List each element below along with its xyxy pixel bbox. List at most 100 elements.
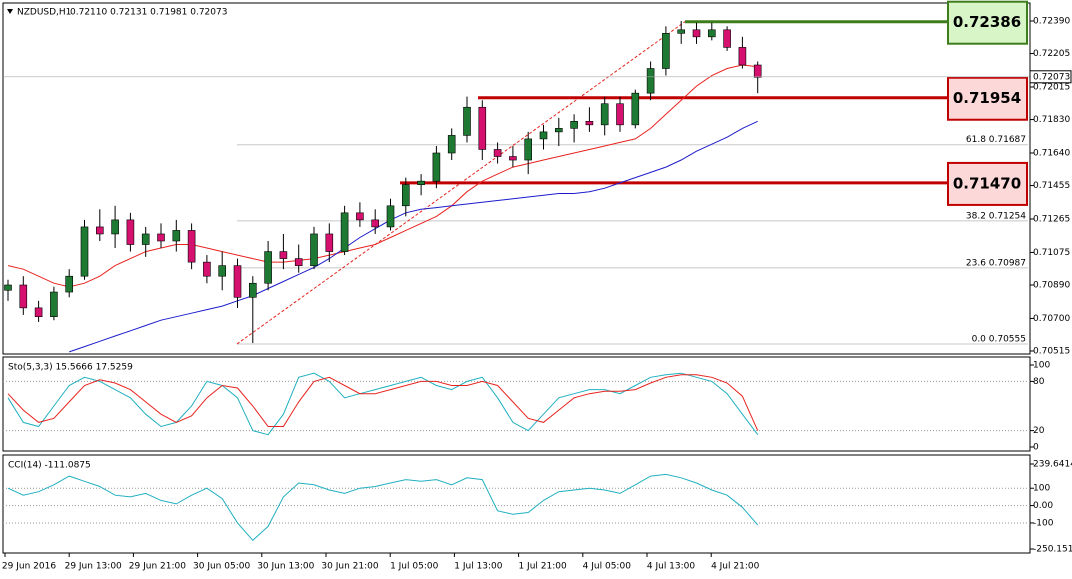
- fib-label: 38.2 0.71254: [966, 211, 1026, 221]
- x-tick-label: 4 Jul 05:00: [583, 562, 632, 572]
- candle-body: [19, 284, 28, 309]
- moving-average: [69, 120, 758, 353]
- y-tick-label: 0.70700: [1033, 314, 1070, 324]
- y-tick-label: 0.70890: [1033, 281, 1070, 291]
- level-box: [947, 76, 1028, 121]
- candle-body: [723, 29, 731, 48]
- y-tick-label: 0.72205: [1033, 49, 1070, 59]
- fib-label: 61.8 0.71687: [966, 135, 1026, 145]
- current-price-label: 0.72073: [1033, 72, 1070, 82]
- y-tick-label: 0.71455: [1033, 181, 1070, 191]
- x-tick-label: 29 Jun 13:00: [65, 562, 122, 572]
- y-tick-label: -100: [1033, 518, 1054, 528]
- collapse-arrow: [7, 9, 13, 14]
- candle-body: [463, 106, 471, 136]
- candle-body: [417, 180, 425, 185]
- stoch-panel: [2, 356, 1031, 452]
- candle-body: [279, 251, 288, 259]
- candle-body: [753, 64, 762, 78]
- candle-body: [539, 131, 548, 140]
- y-tick-label: 0.72015: [1033, 83, 1070, 93]
- candle-body: [172, 230, 181, 242]
- header-values: 0.72110 0.72131 0.71981 0.72073: [70, 8, 227, 18]
- candle-body: [662, 33, 670, 69]
- current-price-tag: [1029, 70, 1072, 84]
- x-tick-label: 29 Jun 21:00: [129, 562, 186, 572]
- y-tick-label: 0.00: [1033, 501, 1053, 511]
- candle-body: [386, 205, 395, 228]
- candle-body: [585, 121, 594, 126]
- candle-body: [264, 251, 272, 284]
- x-tick-label: 29 Jun 2016: [2, 562, 56, 572]
- x-tick-label: 1 Jul 21:00: [518, 562, 567, 572]
- candle-body: [126, 219, 135, 245]
- x-tick-label: 30 Jun 21:00: [321, 562, 378, 572]
- candle-body: [646, 68, 655, 94]
- candle-body: [157, 233, 165, 242]
- candle-body: [401, 184, 410, 207]
- candle-body: [616, 103, 624, 126]
- x-tick-label: 1 Jul 05:00: [390, 562, 439, 572]
- candle-body: [478, 106, 487, 150]
- candle-body: [80, 226, 89, 277]
- candle-body: [631, 92, 640, 126]
- candle-body: [509, 156, 517, 161]
- indicator-line: [7, 372, 759, 436]
- y-tick-label: 0.72390: [1033, 17, 1070, 27]
- x-tick-label: 4 Jul 21:00: [711, 562, 760, 572]
- candle-body: [554, 128, 563, 133]
- symbol-title: NZDUSD,H1: [17, 8, 71, 18]
- indicator-line: [7, 473, 759, 542]
- fib-label: 0.0 0.70555: [972, 334, 1026, 344]
- indicator-line: [7, 374, 759, 431]
- candle-body: [187, 230, 196, 263]
- candle-body: [34, 307, 43, 317]
- y-tick-label: 0.71830: [1033, 115, 1070, 125]
- candle-body: [218, 265, 226, 277]
- cci-panel: [2, 454, 1031, 554]
- candle-body: [4, 284, 12, 291]
- x-tick-label: 30 Jun 05:00: [193, 562, 250, 572]
- y-tick-label: 0.71640: [1033, 149, 1070, 159]
- candle-body: [692, 29, 701, 38]
- level-label: 0.72386: [953, 13, 1021, 31]
- candle-body: [340, 212, 349, 252]
- candle-body: [600, 103, 609, 126]
- moving-average: [7, 64, 758, 288]
- level-box: [947, 0, 1028, 45]
- y-tick-label: 80: [1033, 377, 1045, 387]
- candle-body: [203, 261, 211, 277]
- y-tick-label: 0.71075: [1033, 248, 1070, 258]
- candle-body: [325, 233, 334, 252]
- candle-body: [111, 219, 119, 235]
- candle-body: [432, 152, 441, 182]
- x-tick-label: 4 Jul 13:00: [647, 562, 696, 572]
- candle-body: [233, 265, 242, 298]
- candle-body: [371, 219, 380, 228]
- y-tick-label: 20: [1033, 426, 1045, 436]
- candle-body: [356, 212, 364, 221]
- cci-title: CCI(14) -111.0875: [8, 461, 91, 471]
- candle-body: [707, 29, 716, 38]
- y-tick-label: -250.1519: [1033, 545, 1072, 555]
- fib-label: 23.6 0.70987: [966, 258, 1026, 268]
- candle-body: [65, 275, 73, 293]
- candle-body: [50, 291, 58, 317]
- candle-body: [141, 233, 150, 245]
- candle-body: [294, 258, 303, 266]
- y-tick-label: 100: [1033, 484, 1050, 494]
- y-tick-label: 0: [1033, 443, 1039, 453]
- y-tick-label: 239.6414: [1033, 460, 1072, 470]
- candle-body: [493, 149, 502, 157]
- candle-body: [96, 226, 104, 235]
- level-label: 0.71470: [953, 174, 1021, 192]
- stoch-title: Sto(5,3,3) 15.5666 17.5259: [8, 363, 133, 373]
- level-box: [947, 161, 1028, 206]
- candle-body: [570, 121, 578, 129]
- candle-body: [738, 47, 747, 66]
- candle-body: [677, 29, 686, 34]
- x-tick-label: 30 Jun 13:00: [257, 562, 314, 572]
